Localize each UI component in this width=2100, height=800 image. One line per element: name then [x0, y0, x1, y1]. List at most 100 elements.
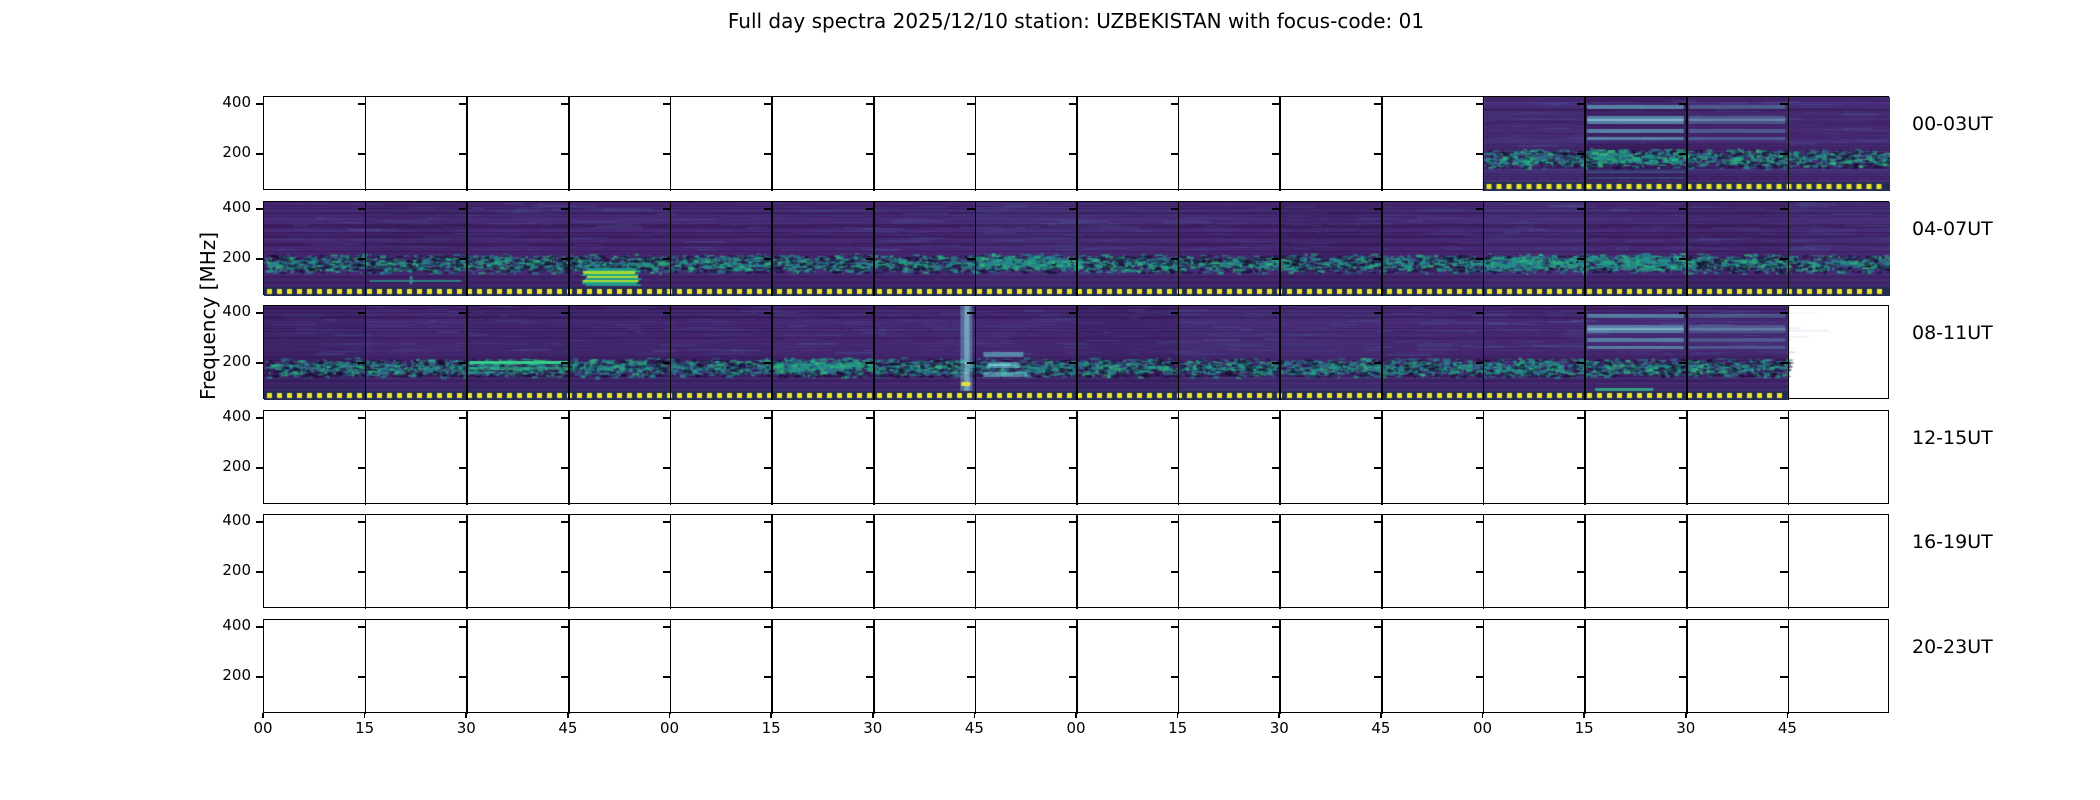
y-tick-mark [967, 208, 976, 210]
y-tick-mark [1272, 103, 1281, 105]
y-tick-mark [560, 103, 569, 105]
y-tick-mark [1577, 103, 1586, 105]
y-tick-mark [560, 258, 569, 260]
y-tick-mark [1678, 312, 1687, 314]
y-tick-mark [357, 626, 366, 628]
panel-time-label: 12-15UT [1912, 427, 1993, 449]
cell-boundary [1584, 97, 1586, 191]
y-tick-mark [1069, 626, 1077, 628]
y-tick-mark [256, 312, 264, 314]
y-tick-mark [967, 676, 976, 678]
y-tick-mark [1475, 258, 1484, 260]
x-tick-mark [871, 713, 874, 718]
y-tick-mark [1272, 153, 1281, 155]
cell-boundary [1381, 620, 1383, 714]
y-tick-mark [1069, 208, 1077, 210]
cell-boundary [1279, 202, 1282, 296]
y-tick-mark [865, 103, 874, 105]
y-tick-mark [560, 312, 569, 314]
y-tick-mark [1170, 103, 1179, 105]
y-tick-mark [1780, 362, 1789, 364]
y-tick-mark [560, 521, 569, 523]
y-tick-mark [662, 521, 671, 523]
y-tick-mark [1373, 571, 1382, 573]
cell-boundary [364, 620, 367, 714]
y-tick-label: 200 [222, 351, 251, 370]
x-tick-label: 00 [659, 719, 680, 737]
y-tick-mark [1272, 362, 1281, 364]
x-tick-mark [1380, 713, 1382, 718]
y-tick-label: 400 [222, 406, 251, 425]
y-tick-mark [256, 417, 264, 419]
cell-boundary [1482, 411, 1485, 505]
cell-boundary [1076, 202, 1078, 296]
cell-boundary [1685, 411, 1688, 505]
cell-boundary [466, 620, 469, 714]
cell-boundary [974, 620, 977, 714]
y-tick-mark [1373, 676, 1382, 678]
y-tick-mark [967, 103, 976, 105]
cell-boundary [1482, 306, 1485, 400]
y-tick-label: 200 [222, 665, 251, 684]
x-tick-mark [567, 713, 569, 718]
cell-boundary [1076, 411, 1078, 505]
cell-boundary [771, 620, 773, 714]
y-tick-mark [1272, 626, 1281, 628]
cell-boundary [1584, 202, 1586, 296]
y-tick-mark [1475, 103, 1484, 105]
y-tick-mark [357, 571, 366, 573]
y-tick-mark [256, 626, 264, 628]
y-tick-mark [967, 362, 976, 364]
cell-boundary [1279, 411, 1282, 505]
y-tick-mark [1475, 676, 1484, 678]
cell-boundary [1177, 97, 1180, 191]
cell-boundary [1584, 306, 1586, 400]
y-tick-mark [560, 153, 569, 155]
y-tick-mark [256, 467, 264, 469]
y-tick-mark [662, 626, 671, 628]
y-tick-mark [357, 417, 366, 419]
cell-boundary [974, 411, 977, 505]
y-tick-mark [662, 417, 671, 419]
y-tick-label: 400 [222, 197, 251, 216]
y-tick-mark [967, 153, 976, 155]
y-tick-mark [1170, 676, 1179, 678]
y-tick-mark [1373, 312, 1382, 314]
x-tick-mark [262, 713, 264, 718]
cell-boundary [364, 202, 367, 296]
y-tick-label: 200 [222, 247, 251, 266]
cell-boundary [1076, 515, 1078, 609]
y-tick-mark [1373, 626, 1382, 628]
y-tick-mark [459, 258, 468, 260]
cell-boundary [466, 306, 469, 400]
y-tick-mark [764, 467, 773, 469]
y-tick-mark [1170, 467, 1179, 469]
cell-boundary [364, 306, 367, 400]
cell-boundary [1787, 202, 1790, 296]
x-tick-mark [1583, 713, 1585, 718]
y-tick-mark [560, 417, 569, 419]
cell-boundary [466, 411, 469, 505]
y-tick-mark [1069, 417, 1077, 419]
y-tick-mark [1475, 208, 1484, 210]
y-tick-mark [357, 362, 366, 364]
y-tick-mark [865, 258, 874, 260]
x-tick-mark [1176, 713, 1179, 718]
y-tick-mark [1170, 258, 1179, 260]
y-tick-label: 400 [222, 615, 251, 634]
y-tick-mark [1170, 312, 1179, 314]
y-tick-mark [1577, 571, 1586, 573]
cell-boundary [364, 411, 367, 505]
y-tick-mark [560, 467, 569, 469]
spectra-panel-row [256, 305, 1890, 400]
cell-boundary [1381, 97, 1383, 191]
y-tick-mark [560, 676, 569, 678]
y-tick-mark [764, 362, 773, 364]
y-tick-mark [560, 362, 569, 364]
cell-boundary [1279, 515, 1282, 609]
cell-boundary [771, 306, 773, 400]
cell-boundary [872, 306, 875, 400]
y-tick-mark [662, 208, 671, 210]
y-tick-mark [1780, 258, 1789, 260]
y-tick-mark [1373, 153, 1382, 155]
